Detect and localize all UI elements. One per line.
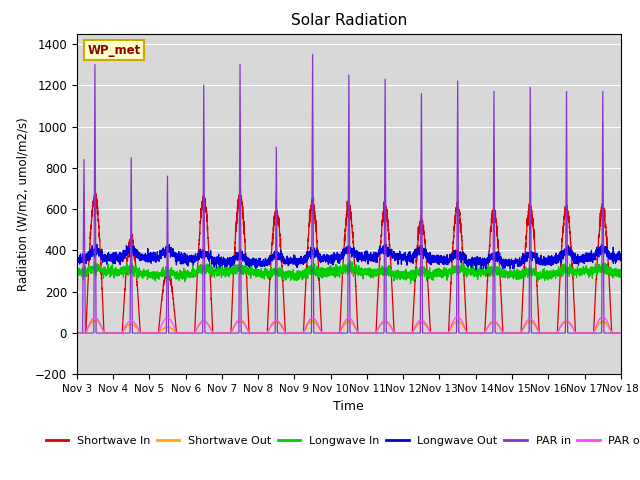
Shortwave Out: [502, 330, 509, 336]
Line: PAR out: PAR out: [77, 317, 621, 333]
PAR in: [502, 330, 509, 336]
Longwave Out: [617, 256, 625, 262]
Line: Shortwave In: Shortwave In: [77, 189, 621, 333]
PAR in: [471, 330, 479, 336]
Longwave In: [471, 271, 479, 277]
Longwave Out: [472, 267, 480, 273]
Shortwave In: [73, 330, 81, 336]
Longwave Out: [616, 253, 624, 259]
Longwave Out: [171, 251, 179, 256]
Shortwave Out: [329, 330, 337, 336]
Line: PAR in: PAR in: [77, 54, 621, 333]
PAR out: [617, 330, 625, 336]
PAR in: [171, 330, 179, 336]
PAR out: [502, 330, 509, 336]
Shortwave Out: [441, 330, 449, 336]
Longwave Out: [471, 258, 479, 264]
Shortwave Out: [171, 328, 179, 334]
Longwave In: [502, 270, 509, 276]
Shortwave Out: [471, 330, 479, 336]
Shortwave Out: [73, 330, 81, 336]
PAR in: [308, 51, 316, 57]
Longwave Out: [93, 241, 100, 247]
Shortwave In: [329, 330, 337, 336]
Longwave In: [73, 269, 81, 275]
PAR out: [454, 314, 461, 320]
Longwave In: [346, 258, 354, 264]
PAR in: [73, 330, 81, 336]
Line: Longwave In: Longwave In: [77, 261, 621, 284]
PAR in: [441, 330, 449, 336]
Line: Shortwave Out: Shortwave Out: [77, 320, 621, 333]
PAR out: [328, 330, 336, 336]
Longwave Out: [329, 254, 337, 260]
Shortwave In: [616, 330, 624, 336]
PAR out: [73, 330, 81, 336]
PAR in: [329, 330, 337, 336]
PAR out: [616, 330, 624, 336]
Longwave Out: [441, 258, 449, 264]
Shortwave Out: [617, 330, 625, 336]
Longwave In: [407, 281, 415, 287]
Text: WP_met: WP_met: [88, 44, 141, 57]
Longwave In: [171, 271, 179, 276]
Longwave In: [617, 269, 625, 275]
Shortwave In: [237, 186, 244, 192]
Shortwave In: [617, 330, 625, 336]
Longwave Out: [502, 260, 509, 266]
Shortwave In: [471, 330, 479, 336]
PAR in: [617, 330, 625, 336]
Legend: Shortwave In, Shortwave Out, Longwave In, Longwave Out, PAR in, PAR out: Shortwave In, Shortwave Out, Longwave In…: [42, 431, 640, 450]
Shortwave Out: [237, 317, 244, 323]
Y-axis label: Radiation (W/m2, umol/m2/s): Radiation (W/m2, umol/m2/s): [17, 117, 29, 291]
PAR in: [616, 330, 624, 336]
Shortwave In: [171, 309, 179, 315]
Longwave In: [328, 266, 336, 272]
Line: Longwave Out: Longwave Out: [77, 244, 621, 270]
Title: Solar Radiation: Solar Radiation: [291, 13, 407, 28]
Shortwave Out: [616, 330, 624, 336]
PAR out: [171, 325, 179, 331]
Longwave Out: [73, 254, 81, 260]
Longwave In: [441, 269, 449, 275]
Shortwave In: [502, 330, 509, 336]
Shortwave Out: [79, 330, 87, 336]
X-axis label: Time: Time: [333, 400, 364, 413]
Longwave In: [616, 273, 624, 279]
Shortwave In: [441, 330, 449, 336]
PAR out: [471, 330, 479, 336]
PAR out: [440, 330, 448, 336]
